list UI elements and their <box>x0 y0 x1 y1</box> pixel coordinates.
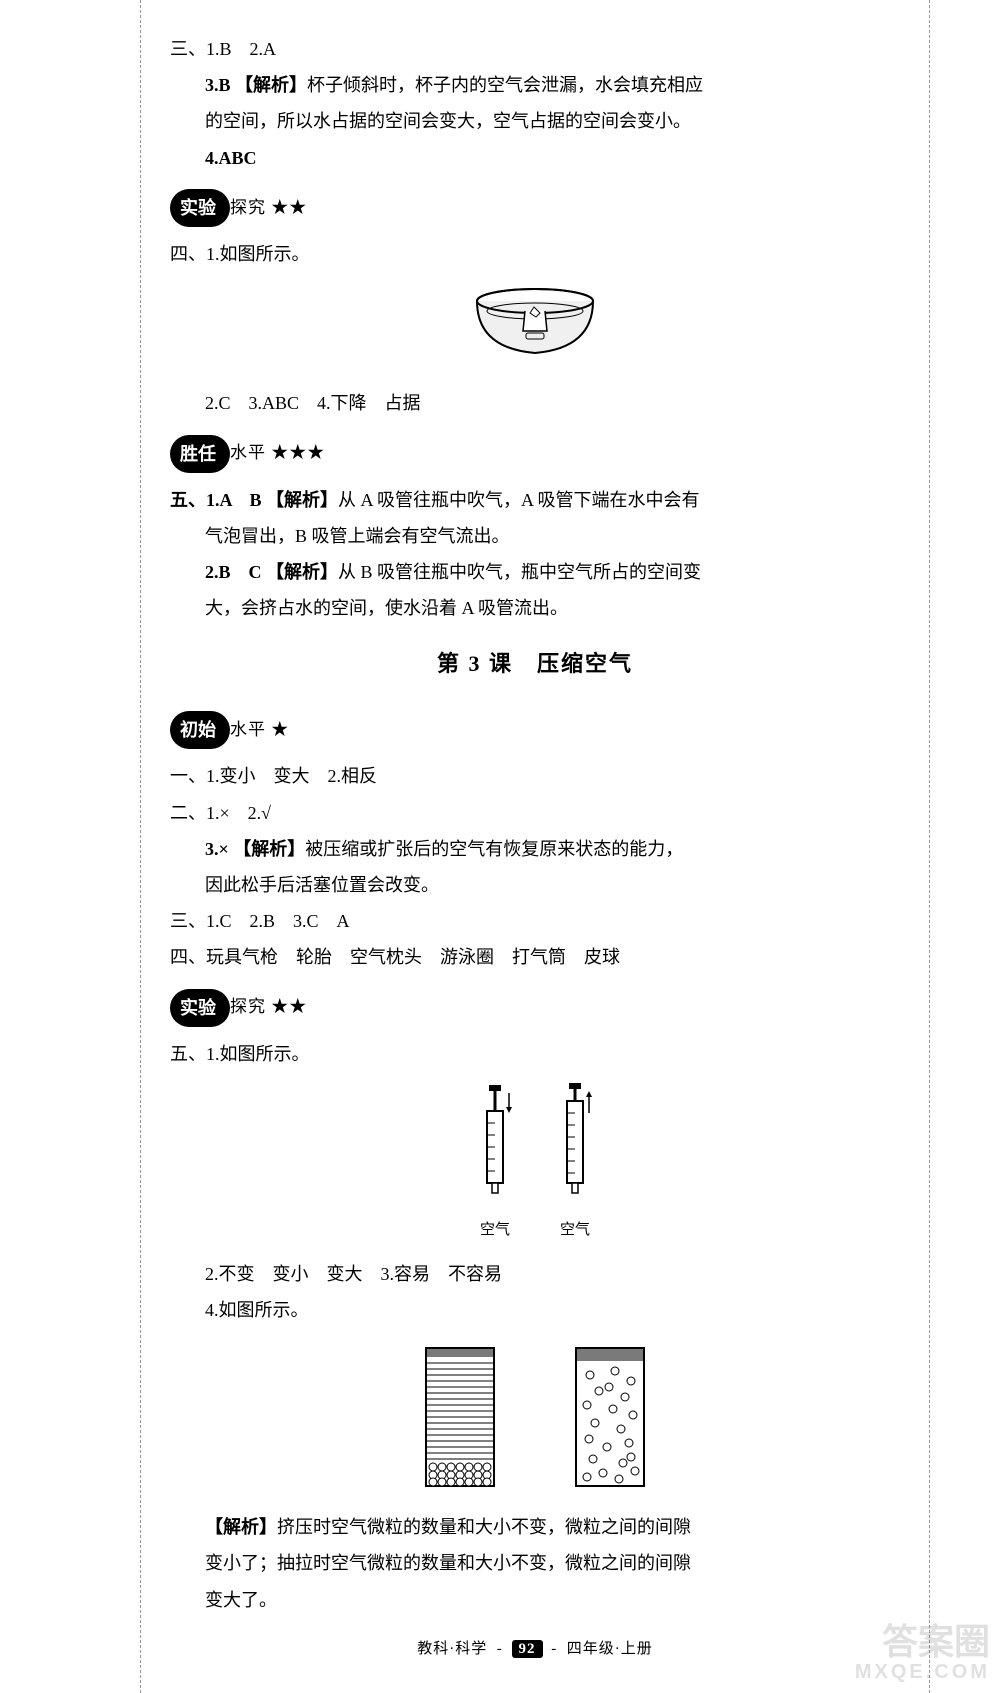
box-expanded <box>575 1347 645 1487</box>
ans-5-2b: 大，会挤占水的空间，使水沿着 A 吸管流出。 <box>170 591 900 625</box>
l3-5-analysis: 【解析】挤压时空气微粒的数量和大小不变，微粒之间的间隙 <box>170 1510 900 1544</box>
l3-5-1: 五、1.如图所示。 <box>170 1037 900 1071</box>
badge-pill: 实验 <box>170 989 230 1027</box>
badge-pill: 胜任 <box>170 435 230 473</box>
badge-experiment: 实验 探究 ★★ <box>170 189 307 227</box>
badge-tail: 探究 ★★ <box>230 991 307 1023</box>
ans-5-1-text: 从 A 吸管往瓶中吹气，A 吸管下端在水中会有 <box>338 490 700 510</box>
badge-experiment-2: 实验 探究 ★★ <box>170 989 307 1027</box>
badge-tail: 探究 ★★ <box>230 192 307 224</box>
box-compressed <box>425 1347 495 1487</box>
watermark-bottom: MXQE.COM <box>855 1661 990 1683</box>
figure-particle-boxes <box>170 1339 900 1498</box>
ans-4-1: 四、1.如图所示。 <box>170 237 900 271</box>
badge-shengren: 胜任 水平 ★★★ <box>170 435 325 473</box>
watermark-top: 答案圈 <box>855 1622 990 1662</box>
syringe-1: 空气 <box>475 1083 515 1245</box>
ans-3-3: 3.B 【解析】杯子倾斜时，杯子内的空气会泄漏，水会填充相应 <box>170 68 900 102</box>
l3-5-analysis-c: 变大了。 <box>170 1583 900 1617</box>
analysis-tag: 【解析】 <box>233 839 305 859</box>
figure-syringes: 空气 空气 <box>170 1083 900 1245</box>
l3-5-2: 2.不变 变小 变大 3.容易 不容易 <box>170 1257 900 1291</box>
ans-3-3-text: 杯子倾斜时，杯子内的空气会泄漏，水会填充相应 <box>307 75 703 95</box>
badge-pill: 实验 <box>170 189 230 227</box>
l3-2-3: 3.× 【解析】被压缩或扩张后的空气有恢复原来状态的能力， <box>170 832 900 866</box>
badge-chushi: 初始 水平 ★ <box>170 711 289 749</box>
figure-bowl <box>170 283 900 374</box>
l3-2-1: 二、1.× 2.√ <box>170 796 900 830</box>
l3-2-3-prefix: 3.× <box>205 839 229 859</box>
ans-3-1: 三、1.B 2.A <box>170 32 900 66</box>
l3-2-3b: 因此松手后活塞位置会改变。 <box>170 868 900 902</box>
analysis-tag: 【解析】 <box>266 562 338 582</box>
ans-5-2-prefix: 2.B C <box>205 562 262 582</box>
l3-1-1: 一、1.变小 变大 2.相反 <box>170 759 900 793</box>
syringe-2-label: 空气 <box>555 1216 595 1245</box>
footer-left: 教科·科学 <box>417 1641 487 1657</box>
ans-5-2-text: 从 B 吸管往瓶中吹气，瓶中空气所占的空间变 <box>338 562 701 582</box>
badge-tail: 水平 ★ <box>230 714 289 746</box>
page-footer: 教科·科学 - 92 - 四年级·上册 <box>170 1635 900 1664</box>
watermark: 答案圈 MXQE.COM <box>855 1622 990 1684</box>
badge-tail: 水平 ★★★ <box>230 437 325 469</box>
footer-right: 四年级·上册 <box>567 1641 653 1657</box>
analysis-tag: 【解析】 <box>266 490 338 510</box>
analysis-tag: 【解析】 <box>235 75 307 95</box>
ans-4-2: 2.C 3.ABC 4.下降 占据 <box>170 386 900 420</box>
badge-pill: 初始 <box>170 711 230 749</box>
lesson-title: 第 3 课 压缩空气 <box>170 643 900 685</box>
analysis-tag: 【解析】 <box>205 1517 277 1537</box>
l3-5-4: 4.如图所示。 <box>170 1293 900 1327</box>
ans-5-1-prefix: 五、1.A B <box>170 490 262 510</box>
ans-3-3b: 的空间，所以水占据的空间会变大，空气占据的空间会变小。 <box>170 104 900 138</box>
l3-5-analysis-b: 变小了；抽拉时空气微粒的数量和大小不变，微粒之间的间隙 <box>170 1546 900 1580</box>
syringe-1-label: 空气 <box>475 1216 515 1245</box>
ans-3-4: 4.ABC <box>170 141 900 175</box>
l3-3: 三、1.C 2.B 3.C A <box>170 904 900 938</box>
page-number: 92 <box>512 1640 543 1658</box>
ans-5-2: 2.B C 【解析】从 B 吸管往瓶中吹气，瓶中空气所占的空间变 <box>170 555 900 589</box>
syringe-2: 空气 <box>555 1083 595 1245</box>
l3-4: 四、玩具气枪 轮胎 空气枕头 游泳圈 打气筒 皮球 <box>170 940 900 974</box>
l3-5-analysis-text: 挤压时空气微粒的数量和大小不变，微粒之间的间隙 <box>277 1517 691 1537</box>
l3-2-3-text: 被压缩或扩张后的空气有恢复原来状态的能力， <box>305 839 683 859</box>
ans-5-1b: 气泡冒出，B 吸管上端会有空气流出。 <box>170 519 900 553</box>
bowl-svg <box>470 283 600 363</box>
ans-3-3-prefix: 3.B <box>205 75 231 95</box>
ans-5-1: 五、1.A B 【解析】从 A 吸管往瓶中吹气，A 吸管下端在水中会有 <box>170 483 900 517</box>
